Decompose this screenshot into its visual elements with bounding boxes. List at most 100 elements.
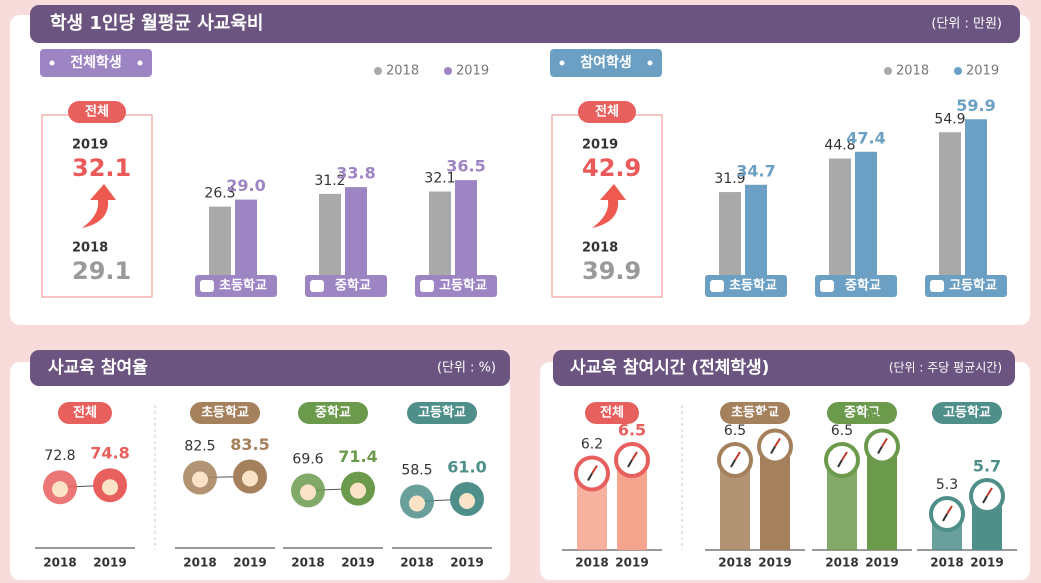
category-bg [305, 275, 387, 297]
hour-value: 6.8 [868, 407, 896, 426]
bar-value: 29.0 [226, 176, 265, 195]
clock-hand [734, 451, 741, 461]
bar-value: 44.8 [824, 138, 855, 154]
legend-dot [884, 67, 892, 75]
year-label: 2018 [825, 556, 858, 570]
bar [235, 199, 257, 275]
tag-dot [559, 60, 565, 66]
group-label-bg [407, 402, 477, 424]
category-icon [930, 280, 944, 292]
bar-value: 32.1 [424, 171, 455, 187]
group-label-bg [720, 402, 790, 424]
clock-hand [631, 451, 638, 461]
category-bg [705, 275, 787, 297]
rate-value: 72.8 [44, 448, 75, 464]
group-label: 초등학교 [201, 405, 249, 421]
header-bar [30, 5, 1020, 43]
category-label: 초등학교 [219, 278, 267, 294]
group-label-bg [585, 402, 639, 424]
header-unit: (단위 : 만원) [931, 17, 1002, 32]
participation-unit: (단위 : %) [437, 361, 496, 376]
total-box [551, 114, 663, 298]
bar [455, 180, 477, 275]
total-label-bg [578, 101, 636, 123]
clock-hand [774, 437, 781, 448]
tag: 참여학생 [580, 54, 632, 71]
bar-value: 36.5 [446, 157, 485, 176]
year-label: 2018 [400, 556, 433, 570]
rate-icon-face [459, 493, 475, 509]
legend-label: 2018 [386, 64, 419, 79]
category-label: 고등학교 [949, 278, 997, 294]
rate-value: 61.0 [447, 458, 486, 477]
bar [209, 206, 231, 275]
participation-title: 사교육 참여율 [48, 357, 148, 378]
total-year: 2018 [72, 241, 108, 256]
legend-label: 2018 [896, 64, 929, 79]
clock-hand [942, 513, 948, 522]
hour-value: 6.5 [618, 421, 646, 440]
group-label-bg [298, 402, 368, 424]
legend-dot [444, 67, 452, 75]
clock-hand [881, 437, 888, 448]
bar-value: 31.2 [314, 173, 345, 189]
year-label: 2019 [865, 556, 898, 570]
year-label: 2018 [43, 556, 76, 570]
rate-icon-face [102, 479, 118, 496]
legend-label: 2019 [966, 64, 999, 79]
bar [345, 187, 367, 275]
category-icon [310, 280, 324, 292]
bar-value: 26.3 [204, 186, 235, 202]
year-label: 2018 [718, 556, 751, 570]
group-label-bg [190, 402, 260, 424]
clock-hand [587, 473, 593, 481]
bar [855, 151, 877, 275]
year-label: 2018 [183, 556, 216, 570]
bar [939, 132, 961, 275]
clock-hand [877, 446, 883, 454]
clock-hand [982, 495, 988, 504]
rate-icon-face [52, 481, 68, 498]
bar-value: 31.9 [714, 171, 745, 187]
category-label: 고등학교 [439, 278, 487, 294]
rate-value: 83.5 [230, 435, 269, 454]
tag: 전체학생 [70, 54, 122, 71]
clock-hand [627, 459, 633, 468]
arrow [592, 184, 626, 228]
bar [965, 119, 987, 275]
bar [429, 191, 451, 275]
bar [745, 184, 767, 275]
tag-dot [49, 60, 55, 66]
bar [319, 193, 341, 275]
rate-value: 58.5 [401, 463, 432, 479]
clock-hand [841, 451, 848, 461]
group-label: 전체 [600, 405, 624, 421]
year-label: 2018 [291, 556, 324, 570]
year-label: 2019 [233, 556, 266, 570]
category-bg [815, 275, 897, 297]
group-label: 고등학교 [943, 405, 991, 421]
total-label: 전체 [595, 104, 619, 120]
year-label: 2018 [575, 556, 608, 570]
category-label: 초등학교 [729, 278, 777, 294]
hour-value: 5.7 [973, 457, 1001, 476]
hour-value: 6.5 [831, 423, 853, 439]
total-label-bg [68, 101, 126, 123]
tag-dot [647, 60, 653, 66]
rate-value: 74.8 [90, 444, 129, 463]
total-year: 2018 [582, 241, 618, 256]
clock-hand [770, 446, 776, 454]
hour-value: 6.5 [724, 423, 746, 439]
arrow [82, 184, 116, 228]
clock-hand [986, 487, 993, 497]
bar-value: 33.8 [336, 164, 375, 183]
group-label-bg [827, 402, 897, 424]
rate-icon-face [409, 495, 425, 512]
total-value: 42.9 [582, 154, 641, 182]
bar-value: 54.9 [934, 111, 965, 127]
hour-value: 5.3 [936, 477, 958, 493]
legend-dot [374, 67, 382, 75]
rate-value: 69.6 [292, 451, 323, 467]
category-label: 중학교 [845, 278, 881, 294]
